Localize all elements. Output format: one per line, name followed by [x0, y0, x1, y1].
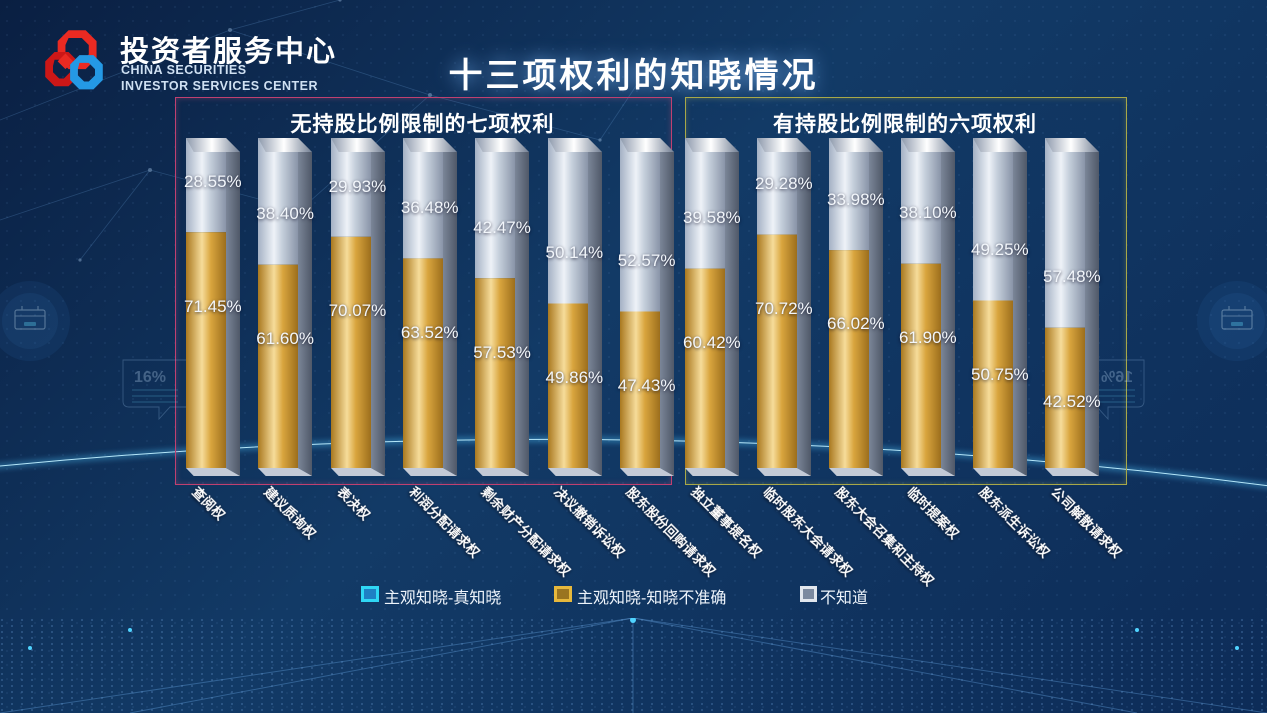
svg-text:16%: 16%: [134, 369, 166, 386]
svg-text:16%: 16%: [1101, 369, 1133, 386]
